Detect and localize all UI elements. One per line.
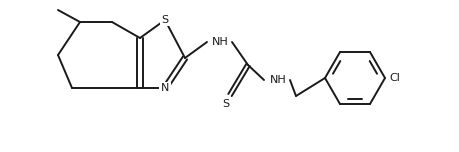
- Text: N: N: [161, 83, 169, 93]
- Text: NH: NH: [211, 37, 228, 47]
- Text: NH: NH: [269, 75, 286, 85]
- Text: Cl: Cl: [388, 73, 399, 83]
- Text: S: S: [161, 15, 168, 25]
- Text: S: S: [222, 99, 229, 109]
